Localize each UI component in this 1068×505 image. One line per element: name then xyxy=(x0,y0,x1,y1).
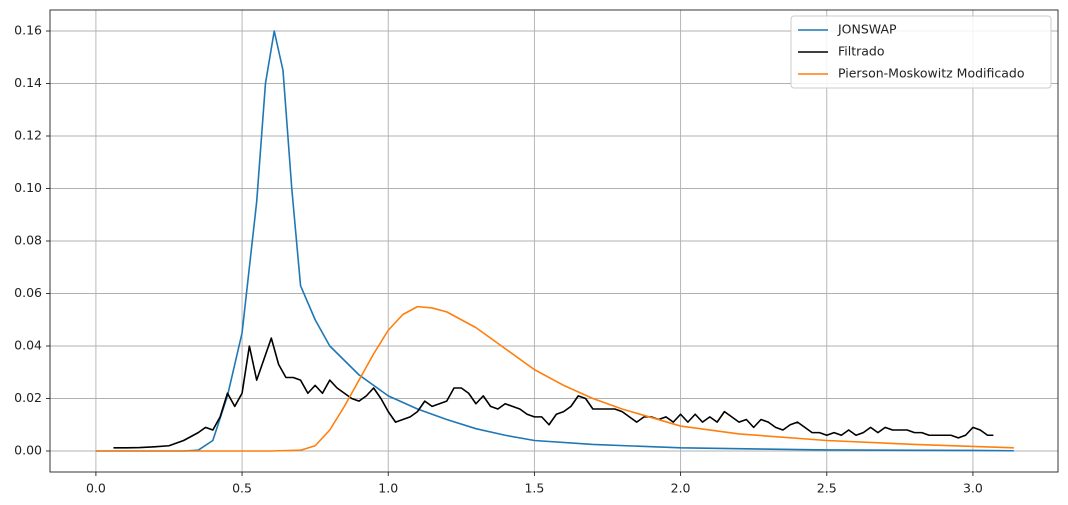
legend: JONSWAP Filtrado Pierson-Moskowitz Modific… xyxy=(790,15,1052,89)
y-tick-label: 0.14 xyxy=(14,75,42,90)
series-line xyxy=(95,305,1014,452)
plot-frame xyxy=(49,9,1059,473)
legend-box xyxy=(790,15,1052,89)
legend-label: JONSWAP xyxy=(837,22,897,37)
x-tick-label: 0.5 xyxy=(232,481,252,496)
y-tick-label: 0.10 xyxy=(14,180,42,195)
y-tick-label: 0.02 xyxy=(14,390,42,405)
y-tick-label: 0.12 xyxy=(14,128,42,143)
y-tick-label: 0.08 xyxy=(14,233,42,248)
series-line xyxy=(95,30,1014,452)
y-tick-label: 0.16 xyxy=(14,23,42,38)
legend-label: Filtrado xyxy=(838,44,885,59)
legend-label: Pierson-Moskowitz Modificado xyxy=(838,66,1025,81)
x-tick-label: 1.5 xyxy=(524,481,544,496)
y-tick-label: 0.00 xyxy=(14,443,42,458)
x-tick-label: 2.5 xyxy=(817,481,837,496)
y-tick-label: 0.04 xyxy=(14,338,42,353)
x-tick-label: 1.0 xyxy=(378,481,398,496)
x-tick-label: 0.0 xyxy=(86,481,106,496)
x-tick-label: 2.0 xyxy=(671,481,691,496)
series-line xyxy=(113,337,994,449)
x-tick-label: 3.0 xyxy=(963,481,983,496)
y-tick-label: 0.06 xyxy=(14,285,42,300)
